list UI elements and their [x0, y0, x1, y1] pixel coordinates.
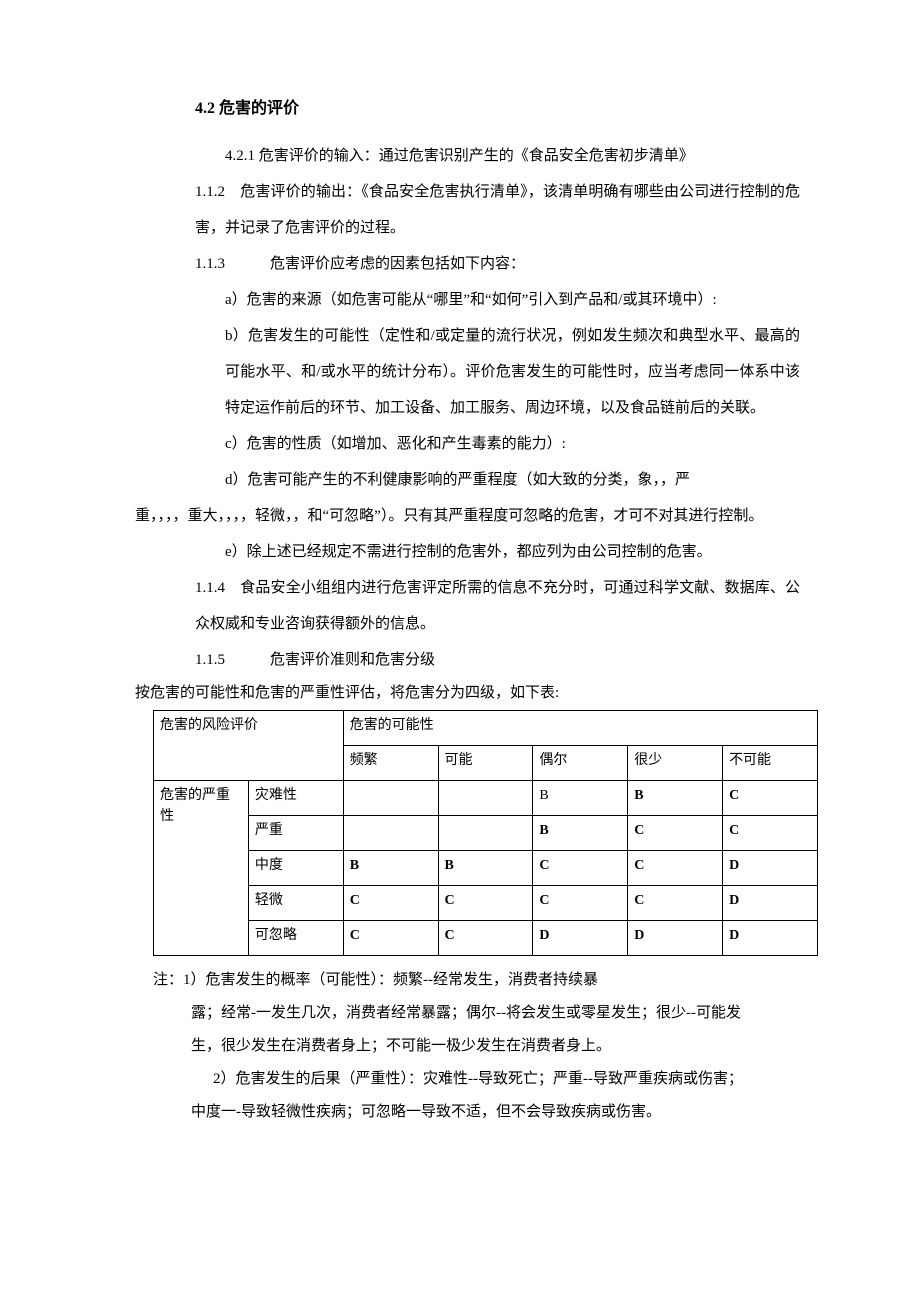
para-a: a）危害的来源（如危害可能从“哪里”和“如何”引入到产品和/或其环境中）: — [135, 282, 800, 318]
table-notes: 注：1）危害发生的概率（可能性）：频繁--经常发生，消费者持续暴 露；经常-一发… — [135, 964, 800, 1129]
para-1-1-3: 1.1.3 危害评价应考虑的因素包括如下内容： — [135, 246, 800, 282]
cell: B — [438, 851, 533, 886]
row-header-severity: 危害的严重性 — [154, 781, 249, 956]
cell: B — [533, 816, 628, 851]
risk-evaluation-table: 危害的风险评价 危害的可能性 频繁 可能 偶尔 很少 不可能 危害的严重性 灾难… — [153, 710, 818, 956]
row-label: 可忽略 — [248, 921, 343, 956]
note-1-line2: 露；经常-一发生几次，消费者经常暴露；偶尔--将会发生或零星发生；很少--可能发 — [153, 997, 800, 1030]
cell: D — [533, 921, 628, 956]
para-1-1-2: 1.1.2 危害评价的输出：《食品安全危害执行清单》，该清单明确有哪些由公司进行… — [135, 174, 800, 246]
row-label: 灾难性 — [248, 781, 343, 816]
para-table-intro: 按危害的可能性和危害的严重性评估，将危害分为四级，如下表: — [135, 678, 800, 708]
para-1-1-4: 1.1.4 食品安全小组组内进行危害评定所需的信息不充分时，可通过科学文献、数据… — [135, 570, 800, 642]
cell: B — [628, 781, 723, 816]
cell: C — [628, 851, 723, 886]
col-frequent: 频繁 — [343, 746, 438, 781]
row-label: 中度 — [248, 851, 343, 886]
para-1-1-5: 1.1.5 危害评价准则和危害分级 — [135, 642, 800, 678]
cell: B — [533, 781, 628, 816]
note-1-line1: 注：1）危害发生的概率（可能性）：频繁--经常发生，消费者持续暴 — [153, 964, 800, 997]
table-header-possibility: 危害的可能性 — [343, 711, 817, 746]
col-rare: 很少 — [628, 746, 723, 781]
para-c: c）危害的性质（如增加、恶化和产生毒素的能力）: — [135, 426, 800, 462]
cell — [343, 816, 438, 851]
para-4-2-1: 4.2.1 危害评价的输入：通过危害识别产生的《食品安全危害初步清单》 — [135, 138, 800, 174]
col-possible: 可能 — [438, 746, 533, 781]
cell: B — [343, 851, 438, 886]
cell: D — [723, 886, 818, 921]
para-d-line1: d）危害可能产生的不利健康影响的严重程度（如大致的分类，象，，严 — [135, 462, 800, 498]
cell: C — [438, 886, 533, 921]
note-2-line1: 2）危害发生的后果（严重性）：灾难性--导致死亡；严重--导致严重疾病或伤害； — [153, 1063, 800, 1096]
cell: C — [438, 921, 533, 956]
section-heading: 4.2 危害的评价 — [135, 90, 800, 128]
para-e: e）除上述已经规定不需进行控制的危害外，都应列为由公司控制的危害。 — [135, 534, 800, 570]
cell: C — [723, 781, 818, 816]
para-b: b）危害发生的可能性（定性和/或定量的流行状况，例如发生频次和典型水平、最高的可… — [135, 318, 800, 426]
cell: C — [628, 886, 723, 921]
col-impossible: 不可能 — [723, 746, 818, 781]
cell: C — [343, 886, 438, 921]
cell: C — [533, 851, 628, 886]
note-2-line2: 中度一-导致轻微性疾病；可忽略一导致不适，但不会导致疾病或伤害。 — [153, 1096, 800, 1129]
row-label: 严重 — [248, 816, 343, 851]
cell: C — [343, 921, 438, 956]
note-1-line3: 生，很少发生在消费者身上；不可能一极少发生在消费者身上。 — [153, 1030, 800, 1063]
para-d-line2: 重，，，，重大，，，，轻微，，和“可忽略”）。只有其严重程度可忽略的危害，才可不… — [135, 498, 800, 534]
cell — [343, 781, 438, 816]
cell: D — [628, 921, 723, 956]
cell: C — [723, 816, 818, 851]
col-occasional: 偶尔 — [533, 746, 628, 781]
cell — [438, 781, 533, 816]
table-header-risk: 危害的风险评价 — [154, 711, 344, 781]
cell: D — [723, 921, 818, 956]
cell — [438, 816, 533, 851]
cell: C — [628, 816, 723, 851]
cell: C — [533, 886, 628, 921]
row-label: 轻微 — [248, 886, 343, 921]
cell: D — [723, 851, 818, 886]
